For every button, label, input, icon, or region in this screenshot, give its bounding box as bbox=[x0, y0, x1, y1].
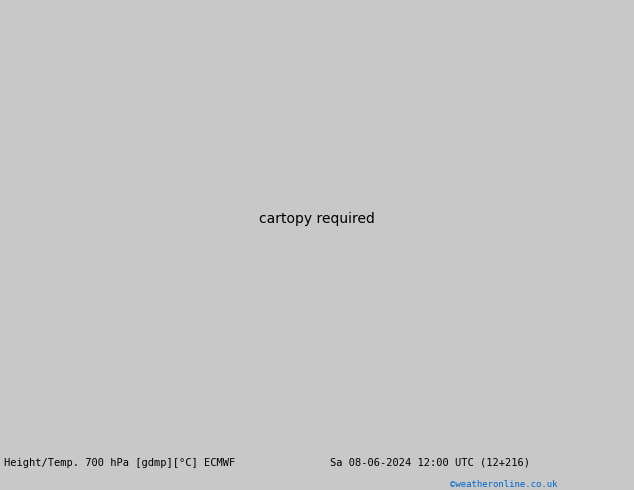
Text: Sa 08-06-2024 12:00 UTC (12+216): Sa 08-06-2024 12:00 UTC (12+216) bbox=[330, 458, 530, 468]
Text: Height/Temp. 700 hPa [gdmp][°C] ECMWF: Height/Temp. 700 hPa [gdmp][°C] ECMWF bbox=[4, 458, 235, 468]
Text: cartopy required: cartopy required bbox=[259, 212, 375, 226]
Text: ©weatheronline.co.uk: ©weatheronline.co.uk bbox=[450, 480, 557, 489]
